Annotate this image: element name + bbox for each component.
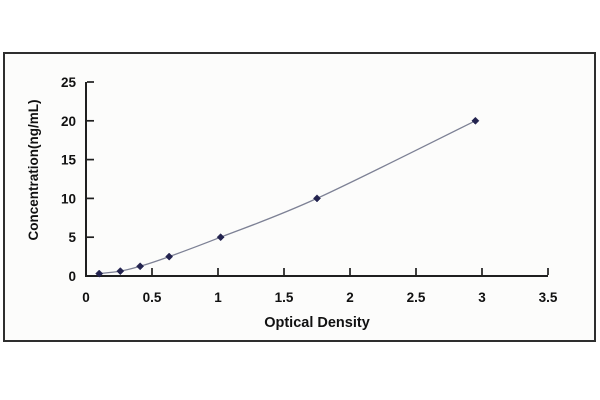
y-tick-label: 20 (61, 114, 76, 129)
y-tick-label: 10 (61, 191, 76, 206)
y-tick-label: 5 (68, 230, 76, 245)
y-tick-label: 15 (61, 153, 77, 168)
x-tick-label: 3.5 (539, 290, 558, 305)
x-tick-label: 2 (346, 290, 354, 305)
data-point-marker (116, 267, 125, 276)
standard-curve-line (99, 120, 476, 275)
x-tick-label: 2.5 (407, 290, 426, 305)
x-tick-label: 1.5 (275, 290, 294, 305)
plot-frame (3, 52, 596, 342)
x-axis-title: Optical Density (264, 315, 370, 331)
y-tick-label: 25 (61, 75, 77, 90)
x-tick-label: 1 (214, 290, 222, 305)
y-axis-title: Concentration(ng/mL) (26, 100, 41, 241)
data-point-marker (471, 116, 480, 125)
axes-layer: 0 0.5 1 1.5 2 2.5 3 3.5 0 5 10 15 20 25 (61, 75, 558, 305)
data-point-marker (216, 233, 225, 242)
x-tick-label: 3 (478, 290, 486, 305)
x-tick-label: 0 (82, 290, 90, 305)
y-tick-label: 0 (68, 269, 76, 284)
data-point-marker (165, 252, 174, 261)
data-point-marker (136, 262, 145, 271)
series-layer (95, 116, 480, 278)
x-tick-label: 0.5 (143, 290, 162, 305)
data-point-marker (313, 194, 321, 203)
data-point-marker (95, 269, 104, 278)
